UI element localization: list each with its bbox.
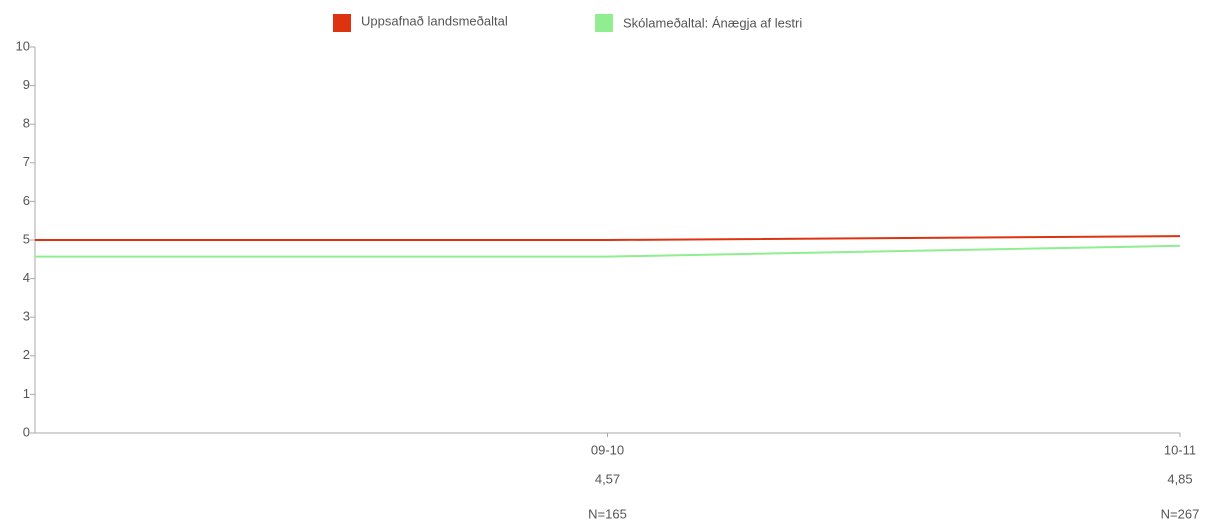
value-label: 4,85 [1167,471,1192,486]
series-line [35,244,1181,258]
legend-label: Skólameðaltal: Ánægja af lestri [623,15,802,30]
y-tick-label: 7 [23,154,30,169]
n-label: N=267 [1161,506,1200,521]
y-tick-label: 4 [23,270,30,285]
x-tick-label: 09-10 [591,442,624,457]
y-tick-label: 1 [23,386,30,401]
y-tick-label: 8 [23,116,30,131]
y-tick-label: 6 [23,193,30,208]
value-label: 4,57 [595,471,620,486]
n-label: N=165 [588,506,627,521]
y-tick-label: 10 [16,38,30,53]
legend-swatch [595,14,613,32]
y-tick-label: 9 [23,77,30,92]
x-tick-label: 10-11 [1164,442,1196,457]
y-tick-label: 0 [23,424,30,439]
y-tick-label: 2 [23,347,30,362]
legend-label: Uppsafnað landsmeðaltal [361,13,508,28]
legend-swatch [333,14,351,32]
series-line [35,235,1181,241]
y-tick-label: 5 [23,231,30,246]
y-tick-label: 3 [23,309,30,324]
